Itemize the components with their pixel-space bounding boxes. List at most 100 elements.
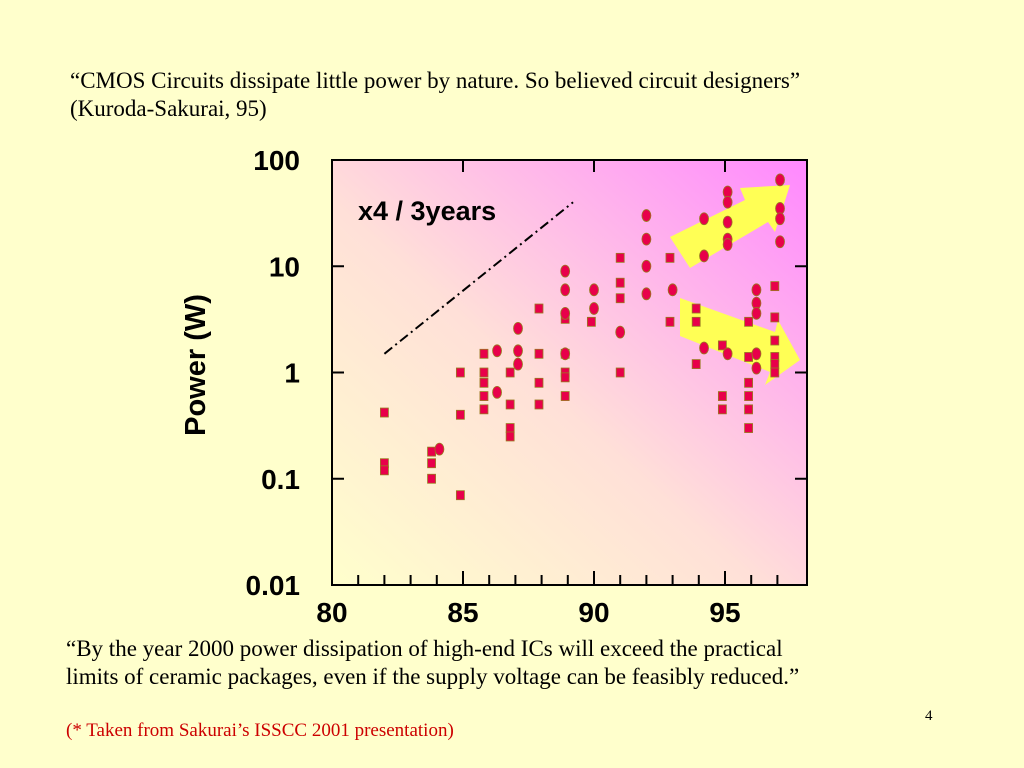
- square-marker: [505, 423, 515, 433]
- top-quote: “CMOS Circuits dissipate little power by…: [70, 67, 1000, 123]
- square-marker: [691, 359, 701, 369]
- y-axis-label: Power (W): [180, 294, 212, 436]
- growth-annotation: x4 / 3years: [358, 196, 496, 226]
- circle-marker: [775, 212, 785, 226]
- square-marker: [770, 367, 780, 378]
- y-tick-label: 10: [269, 251, 300, 282]
- square-marker: [665, 316, 675, 327]
- circle-marker: [513, 322, 523, 335]
- square-marker: [560, 372, 570, 383]
- y-tick-label: 0.1: [261, 464, 300, 495]
- circle-marker: [513, 344, 523, 358]
- circle-marker: [641, 232, 652, 246]
- square-marker: [379, 407, 389, 418]
- square-marker: [770, 335, 780, 346]
- square-marker: [770, 359, 780, 369]
- circle-marker: [699, 249, 709, 263]
- circle-marker: [722, 238, 733, 251]
- circle-marker: [775, 235, 785, 249]
- circle-marker: [560, 306, 571, 320]
- square-marker: [744, 316, 753, 327]
- circle-marker: [560, 283, 571, 297]
- square-marker: [744, 391, 753, 401]
- circle-marker: [751, 361, 762, 375]
- square-marker: [479, 404, 489, 415]
- square-marker: [479, 348, 489, 359]
- square-marker: [379, 465, 389, 476]
- square-marker: [615, 367, 625, 378]
- square-marker: [615, 277, 625, 288]
- circle-marker: [667, 283, 678, 297]
- square-marker: [744, 377, 753, 388]
- bottom-quote-line1: “By the year 2000 power dissipation of h…: [66, 636, 783, 661]
- circle-marker: [722, 195, 733, 209]
- square-marker: [665, 252, 675, 263]
- y-tick-label: 1: [284, 358, 300, 389]
- circle-marker: [722, 347, 733, 361]
- circle-marker: [589, 302, 599, 315]
- square-marker: [534, 348, 544, 359]
- source-note: (* Taken from Sakurai’s ISSCC 2001 prese…: [66, 720, 454, 741]
- circle-marker: [589, 283, 599, 297]
- square-marker: [534, 399, 544, 410]
- circle-marker: [722, 215, 733, 229]
- square-marker: [505, 367, 515, 378]
- square-marker: [505, 399, 515, 410]
- circle-marker: [641, 209, 652, 222]
- circle-marker: [775, 173, 785, 187]
- circle-marker: [492, 344, 502, 358]
- circle-marker: [492, 385, 502, 399]
- square-marker: [479, 367, 489, 378]
- square-marker: [770, 281, 780, 292]
- square-marker: [717, 404, 727, 415]
- square-marker: [691, 303, 701, 314]
- circle-marker: [560, 347, 571, 361]
- square-marker: [586, 316, 596, 327]
- circle-marker: [751, 306, 762, 320]
- trend-line: [383, 201, 574, 355]
- square-marker: [717, 340, 727, 351]
- square-marker: [534, 377, 544, 388]
- circle-marker: [751, 347, 762, 361]
- square-marker: [534, 303, 544, 314]
- x-tick-label: 80: [316, 597, 347, 628]
- circle-marker: [641, 287, 652, 301]
- circle-marker: [699, 212, 709, 226]
- square-marker: [427, 446, 436, 457]
- square-marker: [717, 391, 727, 401]
- slide-number: 4: [925, 708, 933, 724]
- circle-marker: [699, 341, 709, 355]
- square-marker: [427, 473, 436, 484]
- square-marker: [770, 312, 780, 323]
- circle-marker: [560, 264, 571, 278]
- square-marker: [427, 458, 436, 469]
- square-marker: [455, 409, 465, 420]
- circle-marker: [751, 283, 762, 297]
- square-marker: [455, 490, 465, 501]
- square-marker: [455, 367, 465, 378]
- top-quote-line1: “CMOS Circuits dissipate little power by…: [70, 68, 801, 93]
- top-quote-line2: (Kuroda-Sakurai, 95): [70, 96, 267, 121]
- square-marker: [479, 391, 489, 401]
- circle-marker: [641, 259, 652, 273]
- lower-trend-arrow: [680, 298, 800, 385]
- square-marker: [615, 293, 625, 304]
- square-marker: [744, 423, 753, 433]
- square-marker: [505, 431, 515, 442]
- square-marker: [691, 316, 701, 327]
- circle-marker: [513, 357, 523, 371]
- square-marker: [615, 252, 625, 263]
- square-marker: [479, 377, 489, 388]
- x-tick-label: 90: [578, 597, 609, 628]
- y-tick-label: 0.01: [246, 570, 301, 601]
- x-tick-label: 95: [709, 597, 740, 628]
- square-marker: [744, 404, 753, 415]
- square-marker: [744, 352, 753, 362]
- circle-marker: [434, 442, 445, 456]
- bottom-quote-line2: limits of ceramic packages, even if the …: [66, 664, 800, 689]
- bottom-quote: “By the year 2000 power dissipation of h…: [66, 635, 996, 691]
- circle-marker: [615, 325, 626, 339]
- x-tick-label: 85: [447, 597, 478, 628]
- square-marker: [560, 391, 570, 401]
